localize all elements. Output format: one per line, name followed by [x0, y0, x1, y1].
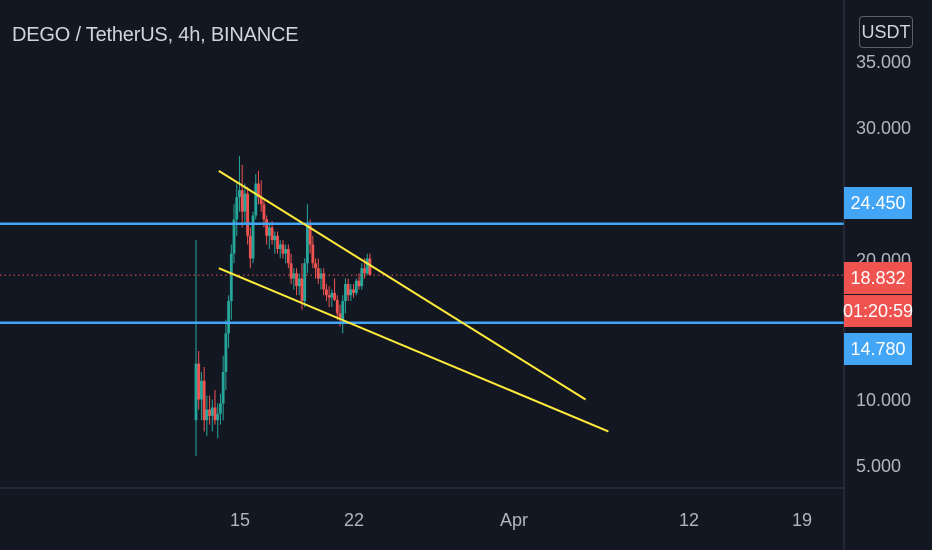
overlay-layer [0, 170, 844, 433]
candle-body [335, 299, 339, 314]
candle-body [238, 190, 241, 198]
y-tick-label: 30.000 [856, 118, 912, 138]
candle-body [265, 219, 269, 236]
candle-body [341, 301, 345, 320]
x-tick-label: 12 [678, 510, 700, 530]
candle-body [259, 197, 263, 205]
candle-body [284, 249, 288, 254]
candle-body [327, 295, 331, 298]
candle-body [297, 278, 301, 287]
x-tick-label: 15 [229, 510, 251, 530]
candle-body [216, 413, 220, 421]
candle-body [202, 380, 206, 421]
candle-body [210, 407, 214, 416]
level-price-label: 14.780 [844, 333, 912, 365]
y-tick-label: 35.000 [856, 52, 912, 72]
candle-body [308, 223, 312, 245]
last-price-label: 18.832 [844, 262, 912, 294]
candle-body [278, 244, 282, 250]
candle-body [224, 333, 228, 373]
candle-body [322, 273, 326, 290]
candle-body [229, 253, 233, 302]
candle-body [352, 289, 355, 293]
candle-body [257, 183, 260, 198]
candle-body [243, 193, 247, 212]
candle-body [219, 403, 222, 414]
candle-body [281, 244, 285, 254]
candle-body [270, 227, 274, 241]
x-tick-label: 22 [343, 510, 365, 530]
candle-body [314, 263, 317, 269]
candle-body [357, 280, 361, 287]
candle-body [208, 409, 211, 416]
candle-body [232, 219, 236, 254]
y-tick-label: 5.000 [856, 456, 902, 476]
candle-body [194, 363, 198, 421]
candle-body [213, 407, 217, 421]
chart-title: DEGO / TetherUS, 4h, BINANCE [12, 24, 299, 46]
candle-body [363, 268, 366, 274]
candle-body [246, 193, 250, 236]
candle-body [262, 204, 266, 220]
candle-body [368, 258, 372, 276]
x-tick-label: 19 [791, 510, 813, 530]
candles-layer [194, 156, 372, 457]
candle-body [286, 249, 290, 264]
level-price-label: 24.450 [844, 187, 912, 219]
currency-button[interactable]: USDT [859, 16, 913, 48]
candle-body [300, 278, 304, 302]
candle-body [267, 227, 271, 236]
candle-body [338, 313, 342, 320]
candle-body [235, 197, 239, 220]
candle-body [276, 235, 279, 250]
candle-body [205, 409, 209, 421]
candle-body [197, 363, 201, 400]
candle-body [254, 183, 258, 216]
candle-body [316, 268, 320, 279]
trendline [218, 170, 587, 401]
candle-body [354, 280, 358, 293]
candle-body [305, 223, 309, 264]
candle-body [240, 190, 244, 212]
candle-body [325, 289, 328, 296]
candle-body [333, 292, 336, 300]
candle-body [221, 372, 225, 404]
candle-body [330, 292, 334, 298]
candle-body [365, 258, 369, 274]
candle-body [295, 273, 298, 287]
candle-body [303, 263, 307, 302]
candle-body [289, 263, 293, 279]
candle-body [360, 268, 364, 287]
candle-body [251, 215, 255, 259]
candle-body [319, 273, 323, 279]
candle-body [346, 283, 350, 296]
candle-body [248, 235, 252, 259]
trendline [218, 267, 609, 433]
candle-body [349, 289, 353, 296]
x-tick-label: Apr [499, 510, 529, 530]
candle-body [292, 273, 296, 279]
candle-body [200, 380, 203, 400]
candle-body [227, 301, 230, 334]
bar-countdown-label: 01:20:59 [843, 295, 913, 327]
candle-body [311, 244, 315, 264]
candle-body [273, 235, 277, 241]
candle-body [344, 283, 347, 302]
y-tick-label: 10.000 [856, 390, 912, 410]
